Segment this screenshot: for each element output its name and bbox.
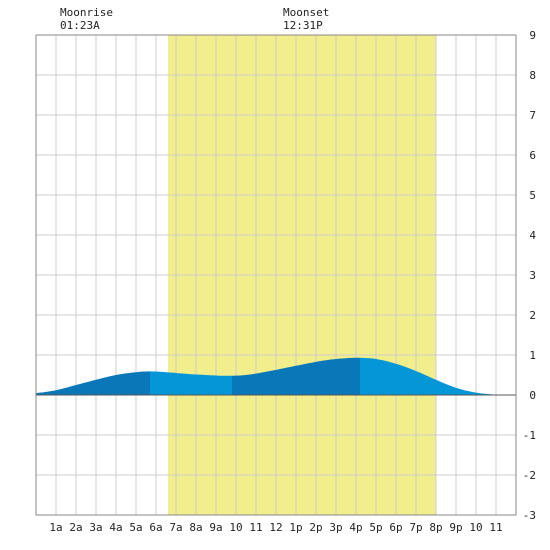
- x-tick-label: 5p: [369, 521, 382, 534]
- plot-border: [35, 34, 517, 516]
- x-tick-label: 9p: [449, 521, 462, 534]
- x-tick-label: 11: [489, 521, 502, 534]
- y-tick-label: -2: [523, 469, 536, 482]
- x-tick-label: 8p: [429, 521, 442, 534]
- moonset-label: Moonset: [283, 6, 329, 19]
- y-tick-label: 5: [529, 189, 536, 202]
- x-tick-label: 7p: [409, 521, 422, 534]
- x-tick-label: 8a: [189, 521, 202, 534]
- x-tick-label: 5a: [129, 521, 142, 534]
- moonset-time: 12:31P: [283, 19, 323, 32]
- chart-grid: [36, 34, 516, 516]
- moonrise-label: Moonrise: [60, 6, 113, 19]
- x-tick-label: 4a: [109, 521, 122, 534]
- x-tick-label: 3p: [329, 521, 342, 534]
- y-tick-label: 6: [529, 149, 536, 162]
- tide-segment: [232, 357, 360, 395]
- y-tick-label: 2: [529, 309, 536, 322]
- tide-segment: [36, 371, 150, 395]
- x-tick-label: 12: [269, 521, 282, 534]
- x-tick-label: 6p: [389, 521, 402, 534]
- y-tick-label: 8: [529, 69, 536, 82]
- x-tick-label: 3a: [89, 521, 102, 534]
- y-tick-label: 3: [529, 269, 536, 282]
- tide-segment: [150, 371, 232, 395]
- y-tick-label: 0: [529, 389, 536, 402]
- x-tick-label: 6a: [149, 521, 162, 534]
- x-tick-label: 4p: [349, 521, 362, 534]
- tide-area: [36, 357, 516, 395]
- x-tick-label: 7a: [169, 521, 182, 534]
- x-tick-label: 2a: [69, 521, 82, 534]
- y-tick-label: 4: [529, 229, 536, 242]
- x-tick-label: 9a: [209, 521, 222, 534]
- x-tick-label: 10: [229, 521, 242, 534]
- x-tick-label: 2p: [309, 521, 322, 534]
- y-tick-label: 7: [529, 109, 536, 122]
- y-tick-label: 9: [529, 29, 536, 42]
- x-tick-label: 1p: [289, 521, 302, 534]
- y-tick-label: -3: [523, 509, 536, 522]
- tide-segment: [360, 357, 516, 395]
- x-tick-label: 10: [469, 521, 482, 534]
- x-tick-label: 1a: [49, 521, 62, 534]
- y-tick-label: -1: [523, 429, 536, 442]
- moonrise-time: 01:23A: [60, 19, 100, 32]
- y-tick-label: 1: [529, 349, 536, 362]
- x-tick-label: 11: [249, 521, 262, 534]
